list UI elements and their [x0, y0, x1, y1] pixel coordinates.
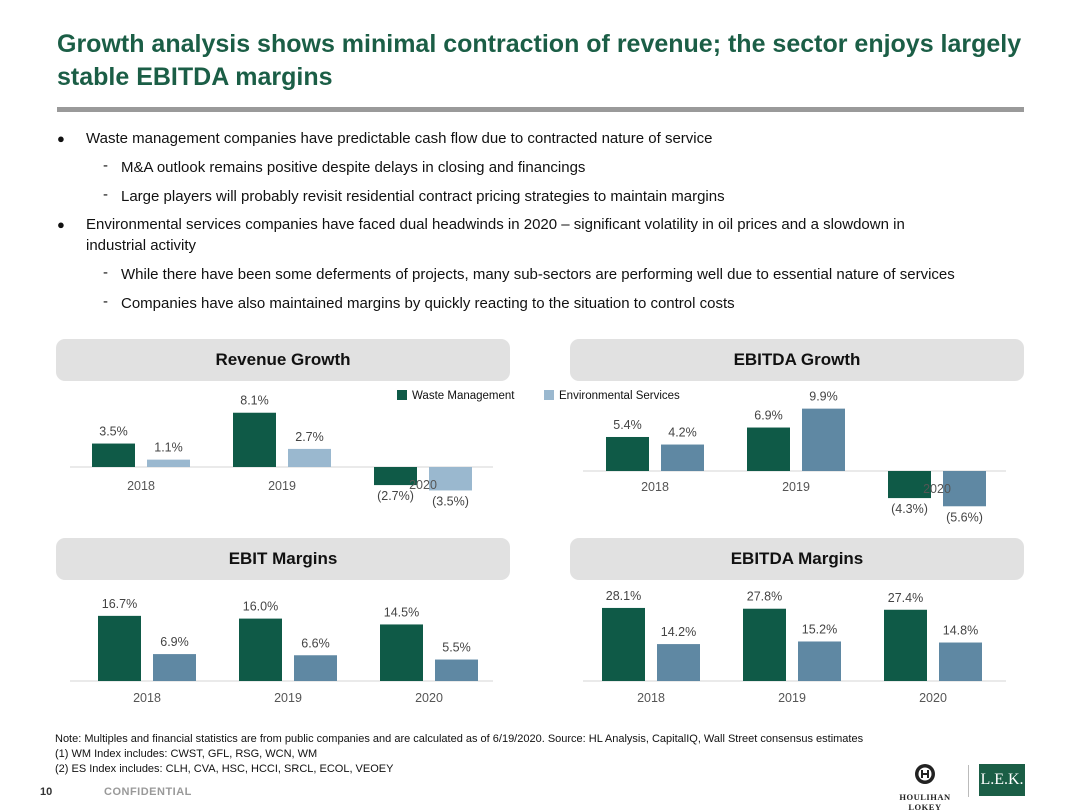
chart-bar: [147, 459, 190, 467]
data-label: 5.5%: [442, 641, 471, 655]
title-divider: [57, 107, 1024, 112]
ebitda-growth-header: EBITDA Growth: [570, 339, 1024, 381]
chart-bar: [798, 641, 841, 681]
data-label: 16.7%: [102, 597, 137, 611]
dash-marker: -: [103, 157, 108, 174]
data-label: 5.4%: [613, 418, 642, 432]
category-label: 2020: [923, 482, 951, 496]
chart-bar: [294, 655, 337, 681]
data-label: (2.7%): [377, 489, 414, 503]
data-label: 27.8%: [747, 590, 782, 604]
data-label: 8.1%: [240, 394, 269, 408]
legend-item-es: Environmental Services: [544, 390, 680, 402]
category-label: 2018: [641, 480, 669, 494]
page-number: 10: [40, 786, 53, 798]
bullet-1: Waste management companies have predicta…: [86, 130, 713, 147]
legend-label-es: Environmental Services: [559, 390, 680, 402]
chart-bar: [374, 467, 417, 486]
data-label: 1.1%: [154, 441, 183, 455]
bullet-1-sub-1: M&A outlook remains positive despite del…: [121, 159, 586, 176]
chart-bar: [802, 408, 845, 471]
data-label: (3.5%): [432, 494, 469, 508]
chart-bar: [884, 609, 927, 681]
category-label: 2019: [782, 480, 810, 494]
data-label: 6.9%: [160, 635, 189, 649]
bullet-2-sub-1: While there have been some deferments of…: [121, 266, 955, 283]
chart-bar: [153, 654, 196, 681]
chart-bar: [939, 642, 982, 681]
chart-bar: [288, 448, 331, 467]
logo-divider: [968, 765, 969, 797]
footnotes: Note: Multiples and financial statistics…: [55, 732, 863, 777]
data-label: 16.0%: [243, 600, 278, 614]
category-label: 2020: [409, 478, 437, 492]
legend-swatch-wm: [397, 390, 407, 400]
data-label: 3.5%: [99, 425, 128, 439]
chart-bar: [435, 659, 478, 681]
data-label: (5.6%): [946, 510, 983, 524]
footnote-main: Note: Multiples and financial statistics…: [55, 733, 864, 745]
chart-bar: [657, 644, 700, 681]
category-label: 2020: [415, 691, 443, 705]
dash-marker: -: [103, 293, 108, 310]
data-label: 6.6%: [301, 636, 330, 650]
bullet-2-sub-2: Companies have also maintained margins b…: [121, 295, 735, 312]
chart-bar: [606, 436, 649, 471]
chart-bar: [943, 471, 986, 507]
dash-marker: -: [103, 264, 108, 281]
data-label: 14.8%: [943, 624, 978, 638]
data-label: 2.7%: [295, 430, 324, 444]
category-label: 2018: [637, 691, 665, 705]
lek-logo: L.E.K.: [979, 764, 1025, 796]
houlihan-lokey-logo: Houlihan Lokey: [884, 763, 966, 812]
footnote-es-index: (2) ES Index includes: CLH, CVA, HSC, HC…: [55, 763, 394, 775]
data-label: 9.9%: [809, 390, 838, 404]
chart-bar: [233, 412, 276, 467]
legend-label-wm: Waste Management: [412, 390, 515, 402]
category-label: 2020: [919, 691, 947, 705]
dash-marker: -: [103, 186, 108, 203]
data-label: 4.2%: [668, 426, 697, 440]
bullet-1-sub-2: Large players will probably revisit resi…: [121, 188, 725, 205]
category-label: 2018: [127, 479, 155, 493]
data-label: 14.5%: [384, 605, 419, 619]
data-label: (4.3%): [891, 502, 928, 516]
category-label: 2019: [778, 691, 806, 705]
data-label: 6.9%: [754, 409, 783, 423]
chart-bar: [888, 471, 931, 499]
category-label: 2018: [133, 691, 161, 705]
footnote-wm-index: (1) WM Index includes: CWST, GFL, RSG, W…: [55, 748, 318, 760]
category-label: 2019: [274, 691, 302, 705]
chart-bar: [380, 624, 423, 681]
chart-bar: [92, 443, 135, 467]
bullet-dot-icon: ●: [57, 131, 65, 146]
revenue-growth-header: Revenue Growth: [56, 339, 510, 381]
chart-bar: [743, 608, 786, 681]
data-label: 27.4%: [888, 591, 923, 605]
houlihan-lokey-emblem-icon: [915, 764, 935, 784]
data-label: 28.1%: [606, 589, 641, 603]
data-label: 15.2%: [802, 622, 837, 636]
legend-item-wm: Waste Management: [397, 390, 514, 402]
legend-swatch-es: [544, 390, 554, 400]
data-label: 14.2%: [661, 625, 696, 639]
page-title: Growth analysis shows minimal contractio…: [57, 30, 1022, 91]
chart-bar: [747, 427, 790, 471]
bullet-dot-icon: ●: [57, 217, 65, 232]
ebitda-margins-header: EBITDA Margins: [570, 538, 1024, 580]
houlihan-lokey-wordmark: Houlihan Lokey: [899, 792, 951, 812]
confidential-label: CONFIDENTIAL: [104, 786, 192, 798]
chart-bar: [602, 607, 645, 681]
chart-bar: [239, 618, 282, 681]
chart-bar: [429, 467, 472, 491]
chart-bar: [661, 444, 704, 471]
category-label: 2019: [268, 479, 296, 493]
bullet-2-line-1: Environmental services companies have fa…: [86, 216, 905, 233]
ebit-margins-header: EBIT Margins: [56, 538, 510, 580]
chart-bar: [98, 615, 141, 681]
bullet-2-line-2: industrial activity: [86, 237, 197, 254]
